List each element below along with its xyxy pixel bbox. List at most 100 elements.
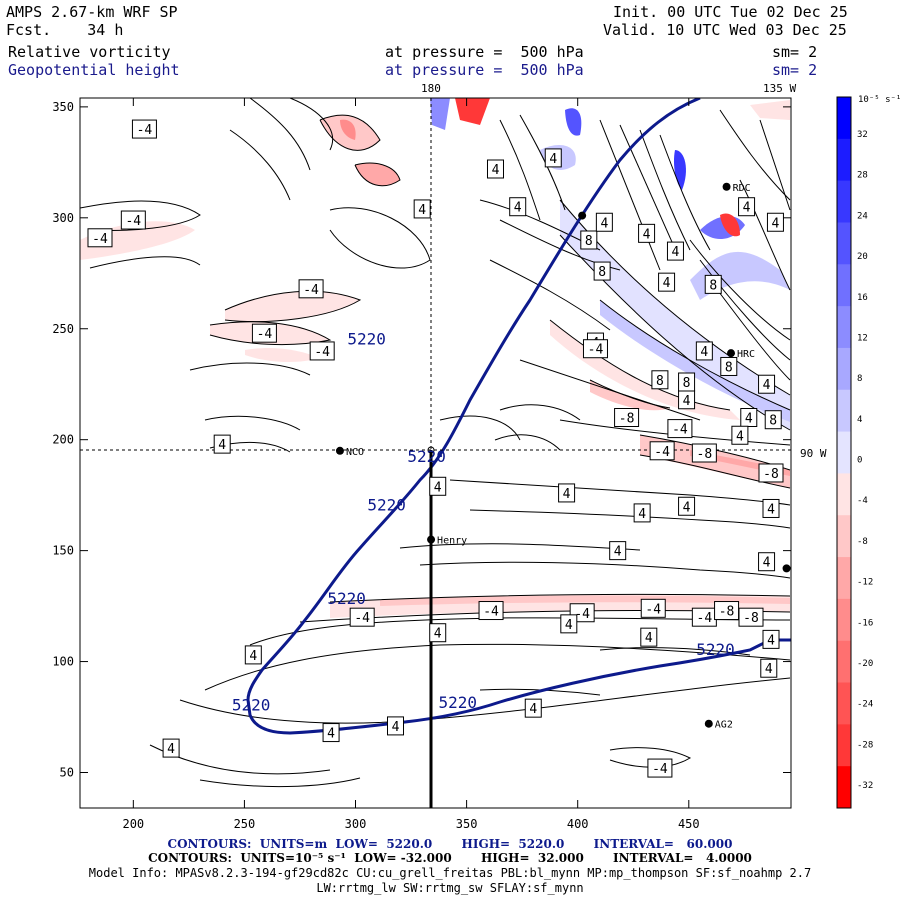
vorticity-label-box bbox=[544, 148, 562, 168]
vorticity-label: -8 bbox=[614, 408, 640, 427]
vorticity-label-text: 4 bbox=[549, 152, 557, 167]
vorticity-label-box bbox=[558, 483, 576, 503]
vorticity-label-text: 4 bbox=[663, 276, 671, 291]
forecast-hour: Fcst. 34 h bbox=[6, 21, 124, 39]
colorbar-tick-label: -4 bbox=[857, 496, 868, 506]
vorticity-label-text: -4 bbox=[257, 327, 273, 342]
vorticity-label-text: 4 bbox=[763, 378, 771, 393]
colorbar-tick-label: 32 bbox=[857, 130, 868, 140]
station-name: HRC bbox=[737, 349, 755, 360]
vorticity-label-box bbox=[658, 272, 676, 292]
vorticity-label: 4 bbox=[544, 148, 562, 168]
colorbar-segment bbox=[837, 347, 851, 391]
vorticity-label: 4 bbox=[695, 341, 713, 361]
vorticity-label-text: 4 bbox=[492, 163, 500, 178]
vorticity-label-text: 4 bbox=[434, 480, 442, 495]
x-tick-label: 300 bbox=[345, 817, 367, 831]
colorbar-tick-label: -28 bbox=[857, 740, 873, 750]
station-dot bbox=[335, 446, 344, 455]
vorticity-label-box bbox=[640, 598, 666, 618]
vorticity-label: 4 bbox=[731, 425, 749, 445]
vorticity-label: 4 bbox=[638, 223, 656, 243]
vorticity-label-box bbox=[678, 496, 696, 516]
vorticity-label-text: -8 bbox=[743, 611, 759, 626]
vorticity-label: 4 bbox=[762, 498, 780, 518]
vorticity-label-box bbox=[691, 443, 717, 463]
vorticity-label-text: 4 bbox=[672, 245, 680, 260]
colorbar-tick-label: 16 bbox=[857, 293, 868, 303]
vorticity-label-text: 8 bbox=[683, 376, 691, 391]
vorticity-label: 4 bbox=[560, 614, 578, 634]
vorticity-label-text: 4 bbox=[167, 742, 175, 757]
colorbar-tick-label: -8 bbox=[857, 537, 868, 547]
vorticity-label-box bbox=[509, 197, 527, 217]
height-label: 5220 bbox=[407, 447, 446, 466]
vorticity-label-box bbox=[322, 723, 340, 743]
lon-180-label: 180 bbox=[421, 82, 441, 95]
vorticity-label: -4 bbox=[478, 601, 504, 621]
vort-pos-blob bbox=[565, 108, 582, 136]
vorticity-label-box bbox=[251, 323, 277, 343]
vorticity-label-box bbox=[762, 498, 780, 518]
vorticity-label-text: -4 bbox=[314, 345, 330, 360]
vorticity-label-box bbox=[731, 425, 749, 445]
station-marker bbox=[578, 211, 587, 220]
colorbar-segment bbox=[837, 682, 851, 725]
vorticity-label: 4 bbox=[738, 197, 756, 217]
x-tick-label: 450 bbox=[678, 817, 700, 831]
vorticity-label: -4 bbox=[309, 341, 335, 361]
vorticity-label-text: 4 bbox=[767, 633, 775, 648]
vorticity-label: -4 bbox=[667, 419, 693, 439]
vorticity-label-text: 8 bbox=[656, 374, 664, 389]
vorticity-label-box bbox=[762, 629, 780, 649]
colorbar-segment bbox=[837, 306, 851, 349]
vort-neg-band bbox=[245, 347, 320, 362]
colorbar-segment bbox=[837, 766, 851, 809]
colorbar-segment bbox=[837, 264, 851, 307]
model-title: AMPS 2.67-km WRF SP bbox=[6, 3, 178, 21]
vorticity-label-box bbox=[478, 601, 504, 621]
vorticity-label-text: -8 bbox=[763, 467, 779, 482]
vorticity-label: 4 bbox=[213, 434, 231, 454]
vorticity-label: 8 bbox=[720, 356, 738, 376]
colorbar-tick-label: 28 bbox=[857, 171, 868, 181]
vorticity-label: -8 bbox=[691, 443, 717, 463]
vorticity-label: -8 bbox=[758, 463, 784, 483]
vorticity-label-box bbox=[666, 241, 684, 261]
y-tick-label: 350 bbox=[52, 100, 74, 114]
vorticity-label-text: -4 bbox=[137, 123, 153, 138]
vorticity-label: 4 bbox=[322, 723, 340, 743]
vorticity-label-text: 8 bbox=[725, 360, 733, 375]
vorticity-label: 8 bbox=[651, 370, 669, 390]
vorticity-label-text: 4 bbox=[218, 438, 226, 453]
stations: NCO Henry AG2 HRC RDC bbox=[335, 182, 791, 731]
station-name: NCO bbox=[346, 447, 364, 458]
vorticity-label: -4 bbox=[251, 323, 277, 343]
vorticity-label: -4 bbox=[640, 598, 666, 618]
vorticity-label-box bbox=[678, 372, 696, 392]
vort-neg-blob bbox=[455, 98, 490, 125]
colorbar-tick-label: -32 bbox=[857, 781, 873, 791]
colorbar-tick-label: -24 bbox=[857, 700, 873, 710]
vorticity-label: 4 bbox=[244, 645, 262, 665]
vorticity-label-text: 4 bbox=[529, 702, 537, 717]
field1-name: Relative vorticity bbox=[8, 43, 171, 61]
lon-135w-label: 135 W bbox=[763, 82, 797, 95]
station-marker: NCO bbox=[335, 446, 364, 458]
vorticity-label: 4 bbox=[162, 738, 180, 758]
height-label: 5220 bbox=[438, 693, 477, 712]
colorbar-segment bbox=[837, 389, 851, 433]
vorticity-label-box bbox=[758, 463, 784, 483]
colorbar-segment bbox=[837, 97, 851, 140]
field2-name: Geopotential height bbox=[8, 61, 180, 79]
station-dot bbox=[578, 211, 587, 220]
vorticity-label: 4 bbox=[558, 483, 576, 503]
model-info-radiation: LW:rrtmg_lw SW:rrtmg_sw SFLAY:sf_mynn bbox=[316, 881, 584, 895]
vorticity-label-text: -8 bbox=[619, 412, 635, 427]
vorticity-label: 4 bbox=[413, 199, 431, 219]
vorticity-label-box bbox=[593, 261, 611, 281]
vorticity-label-box bbox=[309, 341, 335, 361]
x-tick-label: 400 bbox=[567, 817, 589, 831]
colorbar-segment bbox=[837, 138, 851, 182]
station-marker: RDC bbox=[722, 182, 751, 194]
